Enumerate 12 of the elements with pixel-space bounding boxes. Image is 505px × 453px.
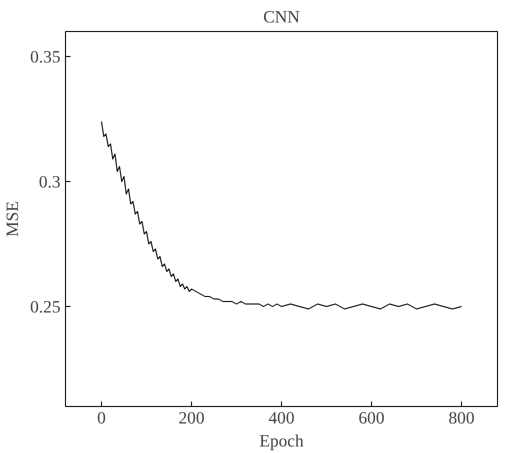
y-tick-label: 0.25: [30, 298, 61, 316]
x-tick-label: 0: [97, 408, 106, 428]
y-tick-label: 0.3: [38, 172, 61, 192]
x-tick-label: 200: [178, 408, 205, 428]
line-series: [101, 121, 462, 310]
x-tick-label: 800: [448, 408, 475, 428]
y-axis-title: MSE: [3, 201, 22, 237]
x-tick-label: 400: [268, 408, 295, 428]
chart-title: CNN: [263, 8, 300, 26]
x-axis-title: Epoch: [259, 432, 304, 450]
y-tick-label: 0.35: [30, 48, 61, 66]
x-tick-label: 600: [358, 408, 385, 428]
